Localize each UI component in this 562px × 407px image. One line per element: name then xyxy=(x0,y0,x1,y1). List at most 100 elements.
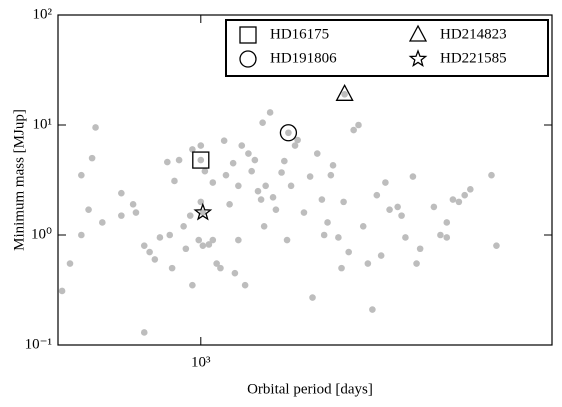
point xyxy=(140,242,148,249)
point xyxy=(355,121,362,129)
point xyxy=(209,179,217,186)
point xyxy=(92,124,99,131)
point-core xyxy=(341,91,348,98)
point xyxy=(78,171,85,179)
point xyxy=(192,151,210,169)
point xyxy=(171,177,178,185)
point xyxy=(220,137,228,144)
point xyxy=(199,242,207,249)
point xyxy=(272,206,280,213)
point xyxy=(99,219,106,226)
point xyxy=(197,142,205,149)
point xyxy=(377,252,385,259)
point xyxy=(168,264,176,272)
point xyxy=(235,182,242,190)
point xyxy=(373,191,381,199)
point-core xyxy=(199,209,207,216)
point xyxy=(245,150,252,157)
point xyxy=(386,206,393,213)
point xyxy=(239,26,257,44)
plot-frame xyxy=(57,14,553,346)
point xyxy=(238,142,246,149)
point xyxy=(430,203,438,211)
point xyxy=(364,260,372,267)
point xyxy=(189,281,196,289)
point xyxy=(118,212,125,219)
point xyxy=(266,109,274,116)
point xyxy=(195,236,203,244)
point xyxy=(281,157,288,165)
point xyxy=(180,222,187,230)
point xyxy=(394,203,401,211)
point xyxy=(291,142,299,149)
point xyxy=(369,306,376,313)
x-tick-label: 10³ xyxy=(191,354,211,370)
point xyxy=(229,159,237,167)
point xyxy=(269,194,277,201)
point xyxy=(335,83,354,101)
point xyxy=(327,171,335,179)
legend-box xyxy=(225,19,549,77)
point xyxy=(251,156,259,164)
legend-label: HD214823 xyxy=(440,26,507,42)
point xyxy=(408,24,428,42)
point xyxy=(254,187,262,195)
point xyxy=(408,49,428,67)
point xyxy=(213,260,220,267)
point xyxy=(345,248,352,256)
point xyxy=(156,234,164,241)
point xyxy=(320,231,328,239)
point xyxy=(318,196,326,203)
point xyxy=(262,182,269,190)
point xyxy=(413,260,420,267)
point xyxy=(239,50,257,68)
point xyxy=(175,156,183,164)
point xyxy=(402,234,409,241)
point xyxy=(182,245,190,253)
y-axis-label: Minimum mass [MJup] xyxy=(11,109,27,251)
y-tick-label: 10⁻¹ xyxy=(25,336,52,352)
point xyxy=(140,329,148,336)
point xyxy=(382,179,389,186)
point xyxy=(226,201,233,208)
point xyxy=(129,201,137,208)
point xyxy=(197,198,205,206)
point xyxy=(186,212,194,219)
y-tick-label: 10² xyxy=(33,6,53,22)
point xyxy=(151,256,159,263)
point xyxy=(437,231,444,239)
point-core xyxy=(197,156,205,164)
point xyxy=(359,222,367,230)
point xyxy=(85,206,92,213)
point xyxy=(248,167,255,175)
point xyxy=(409,173,417,180)
point xyxy=(201,167,209,175)
point xyxy=(78,231,85,239)
point xyxy=(443,219,451,226)
point xyxy=(189,146,196,153)
point xyxy=(241,281,249,289)
point xyxy=(132,209,140,216)
x-axis-label: Orbital period [days] xyxy=(247,381,373,397)
point-core xyxy=(285,129,292,137)
point xyxy=(493,242,500,249)
point xyxy=(257,196,265,203)
point xyxy=(449,196,457,203)
point xyxy=(455,198,463,206)
point xyxy=(193,202,213,221)
point xyxy=(306,173,314,180)
legend-label: HD221585 xyxy=(440,50,507,66)
point xyxy=(461,191,468,199)
point xyxy=(287,182,295,190)
point xyxy=(488,171,495,179)
point xyxy=(209,236,217,244)
point xyxy=(205,241,213,248)
point xyxy=(294,136,301,144)
point xyxy=(309,294,316,301)
point xyxy=(164,158,171,166)
point xyxy=(350,126,357,134)
point xyxy=(313,150,321,157)
point xyxy=(235,236,242,244)
